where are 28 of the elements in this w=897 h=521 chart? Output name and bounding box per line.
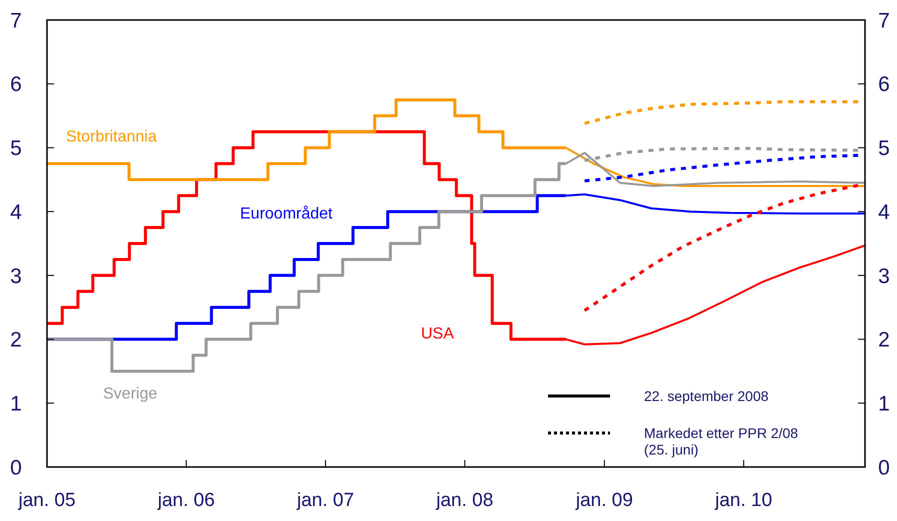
y-tick-label: 6 [10,73,22,96]
series-label: Euroområdet [240,206,334,223]
y-tick-label: 2 [10,328,22,352]
y-tick-label: 7 [10,9,22,32]
y2-tick-label: 2 [878,328,890,352]
y-tick-label: 3 [10,264,22,288]
x-tick-label: jan. 09 [574,490,633,511]
y2-tick-label: 7 [878,9,890,32]
annotation: 22. september 2008 [644,388,769,404]
text: USA [421,326,454,343]
y-tick-label: 5 [10,137,22,160]
x-tick-label: jan. 08 [435,490,494,511]
y-tick-label: 0 [10,456,22,480]
y2-tick-label: 1 [878,392,890,416]
y-tick-label: 1 [10,392,22,416]
y2-tick-label: 0 [878,456,890,480]
annotation: Markedet etter PPR 2/08 (25. juni) [644,424,798,458]
y2-tick-label: 5 [878,137,890,160]
y-tick-label: 4 [10,200,22,224]
series-label: Storbritannia [66,128,157,146]
x-tick-label: jan. 06 [156,490,215,511]
series-label: Sverige [103,386,158,403]
y2-tick-label: 4 [878,200,890,224]
x-tick-label: jan. 07 [296,490,354,511]
x-tick-label: jan. 10 [714,490,772,511]
y2-tick-label: 3 [878,264,890,288]
y2-tick-label: 6 [878,73,890,96]
x-tick-label: jan. 05 [17,490,76,511]
